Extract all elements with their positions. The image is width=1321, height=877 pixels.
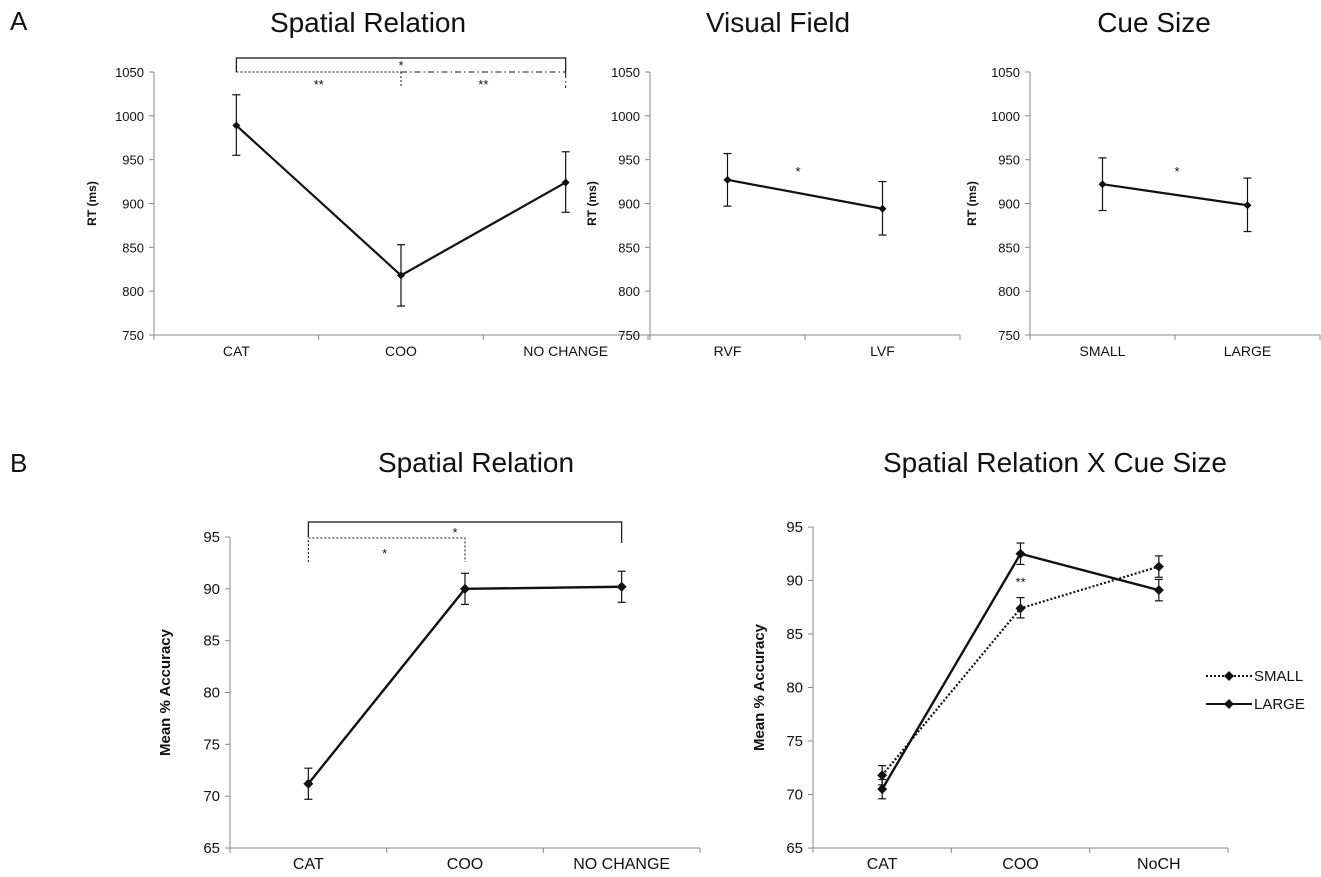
chart4-y-tick-label: 80 bbox=[786, 680, 803, 697]
chart1-y-tick-label: 750 bbox=[618, 328, 640, 343]
chart0-sig-label-left: ** bbox=[314, 77, 324, 92]
chart2-y-tick-label: 1000 bbox=[991, 109, 1020, 124]
chart0-y-tick-label: 750 bbox=[122, 328, 144, 343]
chart2-series-0-line bbox=[1102, 183, 1248, 207]
chart2-annotation: * bbox=[1174, 164, 1179, 179]
chart3-x-tick-label: NO CHANGE bbox=[573, 856, 670, 873]
chart0-y-tick-label: 1050 bbox=[115, 65, 144, 80]
panel-label-b: B bbox=[10, 448, 28, 478]
chart0-sig-label-right: ** bbox=[478, 77, 488, 92]
chart0-x-tick-label: COO bbox=[385, 343, 417, 359]
chart1-title: Visual Field bbox=[706, 7, 850, 38]
chart0-y-tick-label: 1000 bbox=[115, 109, 144, 124]
chart3-y-tick-label: 85 bbox=[203, 633, 220, 650]
chart2-y-tick-label: 950 bbox=[998, 153, 1020, 168]
chart4-series-small-point bbox=[1015, 603, 1026, 614]
chart4-legend-label-small: SMALL bbox=[1254, 668, 1303, 685]
chart4-x-tick-label: NoCH bbox=[1137, 856, 1181, 873]
chart2-x-tick-label: LARGE bbox=[1224, 343, 1271, 359]
panel-label-a: A bbox=[10, 6, 28, 36]
chart0-y-tick-label: 800 bbox=[122, 284, 144, 299]
chart3-x-tick-label: COO bbox=[447, 856, 483, 873]
chart0-y-tick-label: 850 bbox=[122, 240, 144, 255]
chart3-series-0-point bbox=[616, 581, 627, 592]
chart1-series-0-point bbox=[878, 204, 887, 213]
chart3-sig-label-outer: * bbox=[452, 525, 457, 540]
chart4-series-large-point bbox=[1015, 548, 1026, 559]
chart3-y-axis-label: Mean % Accuracy bbox=[157, 628, 174, 756]
chart2-y-tick-label: 850 bbox=[998, 240, 1020, 255]
chart3-y-tick-label: 65 bbox=[203, 840, 220, 857]
chart0-title: Spatial Relation bbox=[270, 7, 466, 38]
chart3-y-tick-label: 80 bbox=[203, 685, 220, 702]
chart2-y-tick-label: 750 bbox=[998, 328, 1020, 343]
chart3-title: Spatial Relation bbox=[378, 447, 574, 478]
chart4-legend-marker-small bbox=[1224, 671, 1234, 681]
chart4-x-tick-label: COO bbox=[1002, 856, 1038, 873]
chart0-y-tick-label: 900 bbox=[122, 197, 144, 212]
chart2-series-0-point bbox=[1243, 201, 1252, 210]
chart2-y-axis-label: RT (ms) bbox=[965, 181, 979, 226]
chart4-legend-marker-large bbox=[1224, 699, 1234, 709]
chart3-y-tick-label: 95 bbox=[203, 529, 220, 546]
chart3-series-0-point bbox=[460, 583, 470, 594]
chart4-series-large-point bbox=[1153, 585, 1164, 596]
chart4-annotation: ** bbox=[1015, 574, 1025, 589]
chart3-y-tick-label: 75 bbox=[203, 736, 220, 753]
chart4-y-tick-label: 90 bbox=[786, 573, 803, 590]
chart3-x-tick-label: CAT bbox=[293, 856, 324, 873]
chart2-series-0-point bbox=[1098, 180, 1107, 189]
chart1-x-tick-label: LVF bbox=[870, 343, 895, 359]
chart0-y-tick-label: 950 bbox=[122, 153, 144, 168]
chart3-sig-label-inner: * bbox=[382, 546, 387, 561]
chart4-y-tick-label: 95 bbox=[786, 519, 803, 536]
chart1-y-tick-label: 950 bbox=[618, 153, 640, 168]
chart2-y-tick-label: 800 bbox=[998, 284, 1020, 299]
chart0-x-tick-label: NO CHANGE bbox=[523, 343, 608, 359]
chart1-series-0-point bbox=[723, 175, 732, 184]
chart2-title: Cue Size bbox=[1097, 7, 1211, 38]
chart2-y-tick-label: 900 bbox=[998, 197, 1020, 212]
chart1-y-axis-label: RT (ms) bbox=[585, 181, 599, 226]
chart3-series-0-point bbox=[303, 778, 314, 789]
chart3-y-tick-label: 90 bbox=[203, 581, 220, 598]
chart1-y-tick-label: 900 bbox=[618, 197, 640, 212]
chart4-title: Spatial Relation X Cue Size bbox=[883, 447, 1227, 478]
chart4-series-large-point bbox=[877, 784, 888, 795]
chart1-annotation: * bbox=[795, 164, 800, 179]
chart3-y-tick-label: 70 bbox=[203, 788, 220, 805]
chart4-y-tick-label: 65 bbox=[786, 840, 803, 857]
chart0-sig-bracket-outer bbox=[235, 57, 567, 72]
chart0-y-axis-label: RT (ms) bbox=[85, 181, 99, 226]
chart0-series-0-point bbox=[232, 121, 241, 130]
chart1-y-tick-label: 1050 bbox=[611, 65, 640, 80]
chart3-sig-bracket-inner bbox=[307, 537, 466, 562]
chart2-x-tick-label: SMALL bbox=[1080, 343, 1126, 359]
chart4-y-tick-label: 70 bbox=[786, 787, 803, 804]
chart4-legend-label-large: LARGE bbox=[1254, 696, 1305, 713]
chart1-series-0-line bbox=[727, 178, 883, 210]
chart0-sig-label-outer: * bbox=[398, 58, 403, 73]
chart4-series-small-point bbox=[1153, 561, 1164, 572]
chart1-x-tick-label: RVF bbox=[714, 343, 742, 359]
chart3-sig-bracket-outer bbox=[307, 521, 623, 543]
chart4-y-tick-label: 75 bbox=[786, 733, 803, 750]
chart2-y-tick-label: 1050 bbox=[991, 65, 1020, 80]
chart1-y-tick-label: 1000 bbox=[611, 109, 640, 124]
chart0-x-tick-label: CAT bbox=[223, 343, 250, 359]
chart4-x-tick-label: CAT bbox=[867, 856, 898, 873]
chart0-series-0-point bbox=[397, 271, 405, 280]
chart4-y-axis-label: Mean % Accuracy bbox=[751, 623, 768, 751]
chart1-y-tick-label: 850 bbox=[618, 240, 640, 255]
chart4-series-small-point bbox=[877, 770, 888, 781]
chart1-y-tick-label: 800 bbox=[618, 284, 640, 299]
chart3-series-0-line bbox=[307, 585, 622, 785]
chart0-series-0-point bbox=[561, 178, 570, 187]
chart4-y-tick-label: 85 bbox=[786, 626, 803, 643]
